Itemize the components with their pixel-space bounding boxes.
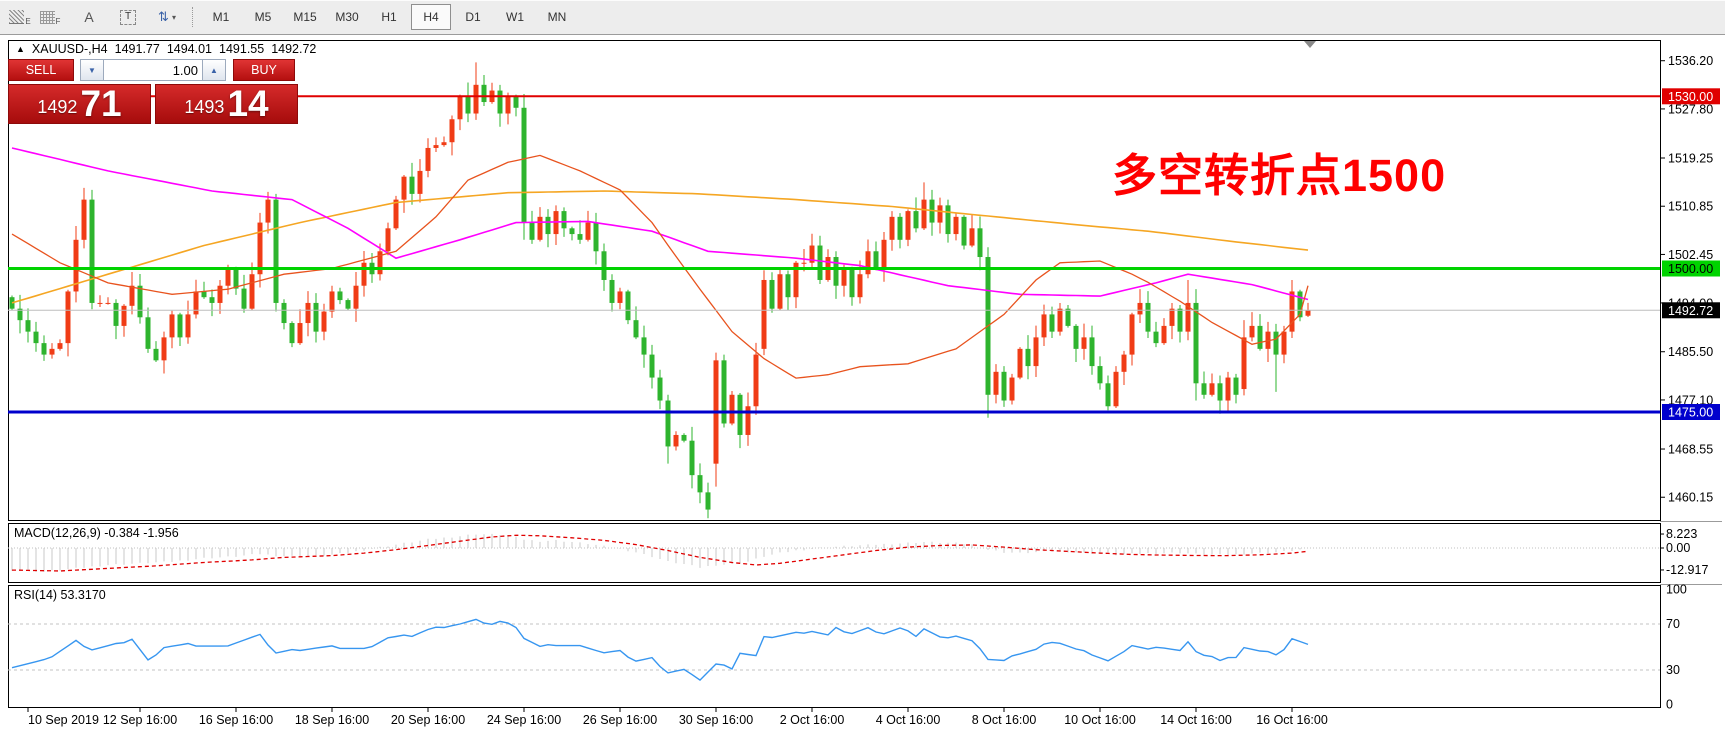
toolbar-separator <box>192 7 194 27</box>
price-tick-label: 1536.20 <box>1668 54 1713 68</box>
time-axis-label: 18 Sep 16:00 <box>295 713 369 727</box>
time-axis-label: 30 Sep 16:00 <box>679 713 753 727</box>
time-axis-label: 8 Oct 16:00 <box>972 713 1037 727</box>
text-box-button[interactable]: T <box>114 4 142 30</box>
chart-shift-marker-icon[interactable] <box>1304 41 1316 48</box>
price-tick-label: 1519.25 <box>1668 152 1713 166</box>
buy-price-main: 1493 <box>184 97 225 117</box>
horizontal-level-lines <box>8 95 1660 414</box>
time-axis-label: 16 Sep 16:00 <box>199 713 273 727</box>
price-level-badge: 1475.00 <box>1668 406 1713 420</box>
volume-increase-button[interactable]: ▲ <box>202 59 226 81</box>
buy-price-box[interactable]: 1493 14 <box>155 84 298 124</box>
volume-input[interactable] <box>104 59 202 81</box>
sell-price-box[interactable]: 1492 71 <box>8 84 151 124</box>
time-axis-label: 20 Sep 16:00 <box>391 713 465 727</box>
text-label-icon: A <box>84 9 94 25</box>
symbol-name: XAUUSD-,H4 <box>31 42 108 56</box>
ma-slow-orange <box>11 190 1309 304</box>
buy-price-pips: 14 <box>227 83 269 124</box>
timeframe-button-m1[interactable]: M1 <box>212 10 230 24</box>
sell-button[interactable]: SELL <box>8 59 74 81</box>
rsi-tick-label: 30 <box>1666 663 1680 677</box>
toolbar: E F A T ⇅ ▾ M1 M5 M15 M30 H1 H4 D1 W1 MN <box>0 0 1725 35</box>
price-level-badge: 1530.00 <box>1668 90 1713 104</box>
macd-indicator-label: MACD(12,26,9) -0.384 -1.956 <box>14 526 179 540</box>
grid-pattern-f-icon[interactable]: F <box>36 4 64 30</box>
price-tick-label: 1510.85 <box>1668 200 1713 214</box>
price-tick-label: 1527.80 <box>1668 102 1713 116</box>
symbol-info-bar: ▲ XAUUSD-,H4 1491.77 1494.01 1491.55 149… <box>16 42 316 56</box>
bar-close-value: 1492.72 <box>271 42 317 56</box>
macd-panel-frame <box>8 523 1661 583</box>
time-axis-label: 10 Sep 2019 <box>28 713 99 727</box>
volume-decrease-button[interactable]: ▼ <box>80 59 104 81</box>
icon-sub-label: F <box>55 16 61 26</box>
time-axis-label: 26 Sep 16:00 <box>583 713 657 727</box>
rsi-line <box>11 618 1309 682</box>
timeframe-button-mn[interactable]: MN <box>547 10 567 24</box>
price-tick-label: 1477.10 <box>1668 393 1713 407</box>
chart-text-annotation[interactable]: 多空转折点1500 <box>1112 150 1447 201</box>
timeframe-button-h4[interactable]: H4 <box>411 4 451 30</box>
price-tick-label: 1485.50 <box>1668 345 1713 359</box>
time-axis-label: 4 Oct 16:00 <box>876 713 941 727</box>
arrange-arrows-icon: ⇅ <box>158 9 169 24</box>
rsi-tick-label: 100 <box>1666 583 1687 597</box>
price-tick-label: 1468.55 <box>1668 443 1713 457</box>
buy-button[interactable]: BUY <box>233 59 295 81</box>
candlestick-series <box>9 62 1311 519</box>
grid-icon <box>39 10 55 24</box>
collapse-triangle-icon[interactable]: ▲ <box>16 44 25 54</box>
rsi-tick-label: 0 <box>1666 698 1673 712</box>
hatch-icon <box>9 10 25 24</box>
ma-fast-orangered <box>11 154 1309 379</box>
text-label-button[interactable]: A <box>75 4 103 30</box>
timeframe-button-h1[interactable]: H1 <box>381 10 397 24</box>
sell-price-main: 1492 <box>37 97 78 117</box>
indicator-hatch-e-icon[interactable]: E <box>6 4 34 30</box>
price-level-badge: 1500.00 <box>1668 262 1713 276</box>
timeframe-button-w1[interactable]: W1 <box>506 10 524 24</box>
timeframe-buttons: M1 M5 M15 M30 H1 H4 D1 W1 MN <box>200 4 578 30</box>
timeframe-button-m15[interactable]: M15 <box>293 10 317 24</box>
timeframe-button-d1[interactable]: D1 <box>465 10 481 24</box>
time-axis-label: 2 Oct 16:00 <box>780 713 845 727</box>
time-scale: 10 Sep 2019 12 Sep 16:00 16 Sep 16:00 18 Se… <box>27 707 1328 727</box>
rsi-panel-frame <box>8 585 1661 708</box>
chevron-down-icon: ▾ <box>171 12 176 22</box>
rsi-indicator-label: RSI(14) 53.3170 <box>14 588 106 602</box>
macd-tick-label: -12.917 <box>1666 563 1708 577</box>
text-box-icon: T <box>120 9 136 25</box>
time-axis-label: 12 Sep 16:00 <box>103 713 177 727</box>
price-scale: 1536.201527.801519.251510.851502.451494.… <box>1660 54 1720 505</box>
time-axis-label: 10 Oct 16:00 <box>1064 713 1136 727</box>
arrange-arrows-button[interactable]: ⇅ ▾ <box>153 4 181 30</box>
rsi-tick-label: 70 <box>1666 617 1680 631</box>
time-axis-label: 14 Oct 16:00 <box>1160 713 1232 727</box>
price-level-badge: 1492.72 <box>1668 304 1713 318</box>
timeframe-button-m30[interactable]: M30 <box>335 10 359 24</box>
moving-average-lines <box>11 147 1309 379</box>
bar-open-value: 1491.77 <box>114 42 160 56</box>
macd-tick-label: 8.223 <box>1666 527 1697 541</box>
sell-price-pips: 71 <box>80 83 122 124</box>
macd-signal-line <box>11 534 1309 572</box>
bar-high-value: 1494.01 <box>166 42 213 56</box>
one-click-trading-panel: SELL ▼ ▲ BUY 1492 71 1493 14 <box>8 59 298 124</box>
main-panel-frame <box>8 40 1661 521</box>
rsi-panel: 100 70 30 0 <box>8 583 1687 712</box>
timeframe-button-m5[interactable]: M5 <box>254 10 272 24</box>
price-tick-label: 1460.15 <box>1668 491 1713 505</box>
macd-tick-label: 0.00 <box>1666 541 1690 555</box>
time-axis-label: 16 Oct 16:00 <box>1256 713 1328 727</box>
time-axis-label: 24 Sep 16:00 <box>487 713 561 727</box>
bar-low-value: 1491.55 <box>219 42 265 56</box>
price-tick-label: 1502.45 <box>1668 248 1713 262</box>
icon-sub-label: E <box>25 16 31 26</box>
